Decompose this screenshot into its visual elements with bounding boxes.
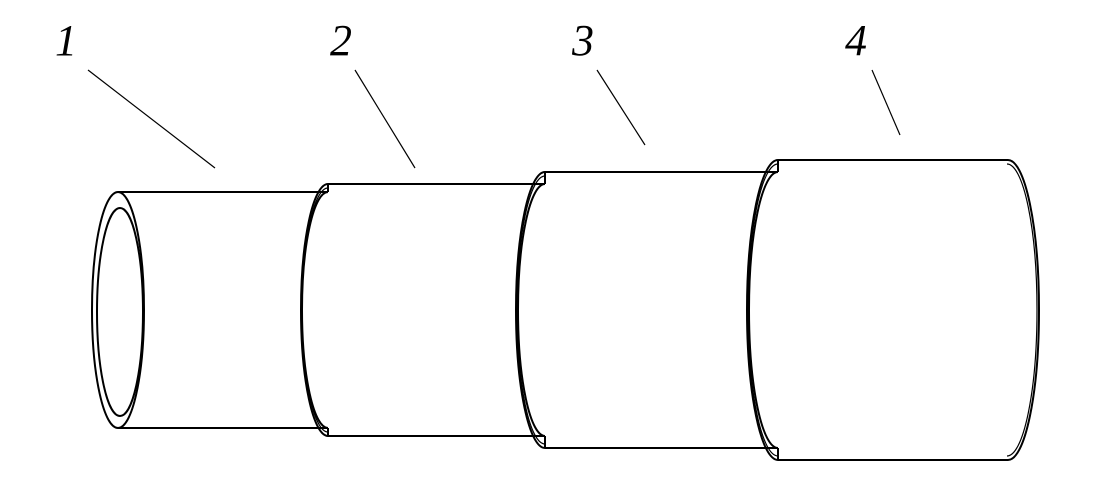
closed-end-rim-inner xyxy=(1007,164,1037,456)
seg-3 xyxy=(516,172,778,448)
step-rim-inner xyxy=(748,164,778,456)
label-1: 1 xyxy=(55,16,215,168)
step-rim-outer xyxy=(747,160,778,460)
label-text: 1 xyxy=(55,16,77,65)
step-rim-outer xyxy=(301,184,328,436)
step-rim-inner xyxy=(517,176,545,444)
seg-1 xyxy=(92,192,328,428)
open-face-inner xyxy=(97,208,143,416)
seg-4 xyxy=(747,160,1039,460)
step-rim-outer xyxy=(516,172,545,448)
telescoping-cylinder-diagram xyxy=(92,160,1039,460)
open-face-outer xyxy=(92,192,144,428)
leader-line xyxy=(872,70,900,135)
label-text: 4 xyxy=(845,16,867,65)
label-2: 2 xyxy=(330,16,415,168)
label-3: 3 xyxy=(571,16,645,145)
label-4: 4 xyxy=(845,16,900,135)
labels: 1 2 3 4 xyxy=(55,16,900,168)
label-text: 3 xyxy=(571,16,594,65)
leader-line xyxy=(355,70,415,168)
leader-line xyxy=(597,70,645,145)
step-face-prev-rim xyxy=(302,192,328,428)
closed-end-rim xyxy=(1008,160,1039,460)
leader-line xyxy=(88,70,215,168)
label-text: 2 xyxy=(330,16,352,65)
seg-2 xyxy=(301,184,545,436)
step-rim-inner xyxy=(302,188,328,432)
